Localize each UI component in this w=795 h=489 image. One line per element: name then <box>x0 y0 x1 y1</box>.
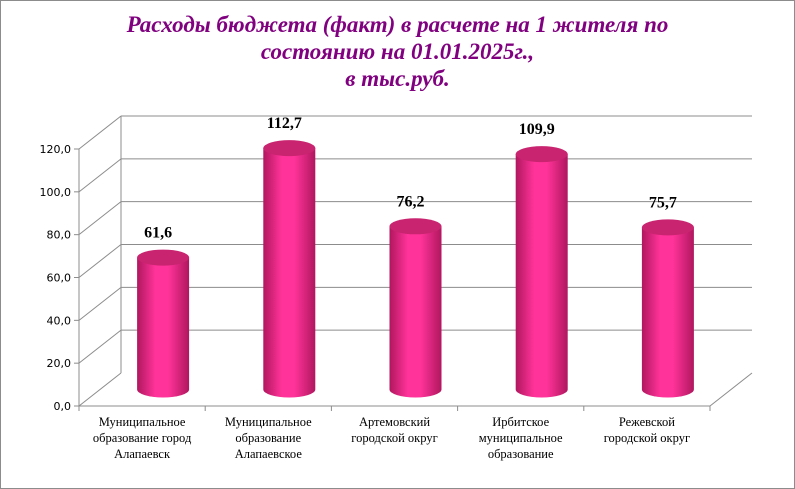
x-category-label: Артемовский <box>359 415 430 429</box>
bar <box>263 148 316 398</box>
bar-top <box>515 146 568 163</box>
bar <box>515 154 568 398</box>
bar-top <box>137 249 190 266</box>
x-category-label: образование <box>235 431 301 445</box>
side-gridline <box>78 201 122 236</box>
x-category-label: муниципальное <box>479 431 563 445</box>
x-category-label: городской округ <box>604 431 690 445</box>
data-label: 112,7 <box>267 115 302 132</box>
data-label: 76,2 <box>397 193 425 210</box>
x-category-label: Режевской <box>619 415 675 429</box>
side-gridline <box>78 286 122 321</box>
x-category-label: городской округ <box>351 431 437 445</box>
data-label: 75,7 <box>649 194 677 211</box>
bar-top <box>641 219 694 236</box>
bar-top <box>263 140 316 157</box>
bar <box>641 227 694 398</box>
y-tick-label: 120,0 <box>40 143 72 156</box>
x-category-label: образование город <box>93 431 192 445</box>
bar-top <box>389 218 442 235</box>
x-category-label: Ирбитское <box>492 415 549 429</box>
x-category-label: Муниципальное <box>99 415 186 429</box>
y-tick-label: 0,0 <box>54 400 72 413</box>
floor-edge <box>709 372 753 407</box>
side-gridline <box>78 244 122 278</box>
x-category-label: образование <box>488 447 554 461</box>
bar <box>137 257 190 398</box>
side-gridline <box>78 158 122 193</box>
side-gridline <box>78 372 122 407</box>
y-tick-label: 60,0 <box>47 272 72 285</box>
y-tick-label: 80,0 <box>47 229 72 242</box>
data-label: 61,6 <box>144 225 172 242</box>
x-category-label: Алапаевское <box>235 447 303 461</box>
chart-title-line: в тыс.руб. <box>345 66 450 91</box>
chart-title-line: состоянию на 01.01.2025г., <box>260 39 535 64</box>
x-category-label: Алапаевск <box>114 447 171 461</box>
bar <box>389 226 442 398</box>
x-category-label: Муниципальное <box>225 415 312 429</box>
side-gridline <box>78 329 122 364</box>
chart-title: Расходы бюджета (факт) в расчете на 1 жи… <box>1 11 794 92</box>
side-gridline <box>78 115 122 150</box>
y-tick-label: 40,0 <box>47 314 72 327</box>
y-tick-label: 100,0 <box>40 186 72 199</box>
data-label: 109,9 <box>519 121 555 138</box>
y-tick-label: 20,0 <box>47 357 72 370</box>
chart-title-line: Расходы бюджета (факт) в расчете на 1 жи… <box>126 12 669 37</box>
